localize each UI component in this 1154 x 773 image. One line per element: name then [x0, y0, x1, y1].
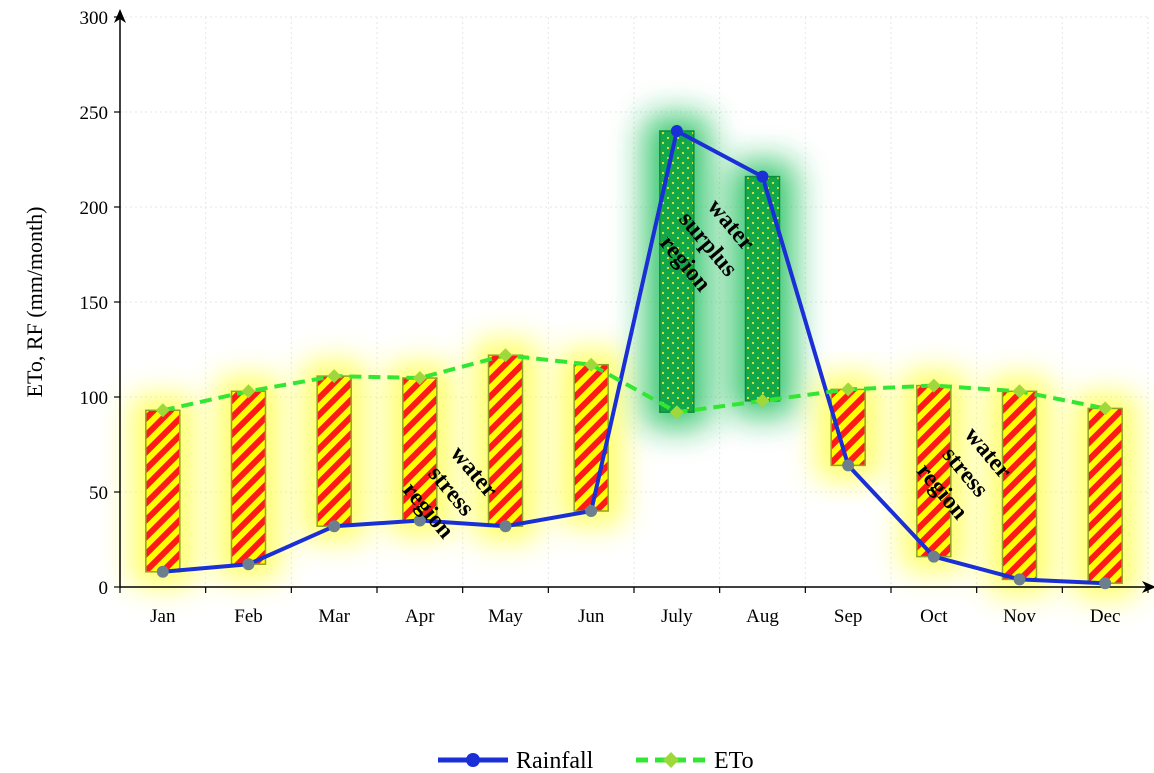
series-line-rainfall [162, 129, 1106, 586]
series-line-eto [162, 353, 1106, 415]
rainfall-point [413, 514, 426, 527]
x-tick-label-aug: Aug [746, 606, 779, 627]
x-tick-label-oct: Oct [920, 606, 948, 627]
series-lines [155, 125, 1113, 590]
x-tick-label-jan: Jan [150, 606, 176, 627]
rainfall-point [242, 558, 255, 571]
eto-point [241, 384, 256, 399]
diff-bar-apr [402, 377, 438, 522]
y-axis-title: ETo, RF (mm/month) [22, 207, 47, 398]
region-bars [145, 130, 1123, 584]
x-tick-label-sep: Sep [834, 606, 863, 627]
rainfall-point [585, 505, 598, 517]
legend: Rainfall ETo [438, 748, 754, 773]
rainfall-point [670, 125, 683, 137]
rainfall-point [1013, 573, 1026, 586]
legend-rainfall-marker [466, 753, 480, 767]
y-tick-label: 50 [89, 483, 108, 504]
eto-point [498, 348, 513, 363]
eto-point [841, 382, 856, 397]
x-tick-label-mar: Mar [318, 606, 350, 627]
y-tick-label: 250 [80, 103, 109, 124]
x-tick-label-dec: Dec [1090, 606, 1121, 627]
rainfall-point [756, 170, 769, 183]
rainfall-point [927, 550, 940, 563]
diff-bar-may [487, 354, 524, 527]
x-tick-label-apr: Apr [405, 606, 435, 627]
rainfall-point [1099, 577, 1112, 590]
y-tick-label: 150 [80, 293, 109, 314]
axes [114, 9, 1154, 593]
diff-bar-mar [316, 375, 352, 527]
legend-rainfall-label: Rainfall [516, 748, 594, 773]
eto-point [584, 357, 599, 372]
diff-bar-jun [573, 363, 609, 512]
x-tick-label-feb: Feb [234, 606, 263, 627]
eto-point [327, 369, 342, 384]
y-tick-label: 0 [99, 578, 109, 599]
rainfall-point [842, 459, 855, 472]
rainfall-point [328, 520, 341, 533]
diff-bar-jan [145, 409, 181, 573]
eto-point [669, 405, 684, 420]
rainfall-point [156, 565, 169, 578]
diff-bar-nov [1001, 390, 1038, 581]
eto-point [1098, 401, 1113, 416]
diff-bar-feb [230, 390, 267, 565]
gridlines [120, 16, 1149, 587]
x-tick-label-nov: Nov [1003, 606, 1036, 627]
x-tick-label-jun: Jun [578, 606, 605, 627]
diff-bar-dec [1087, 407, 1123, 584]
y-axis-arrow [114, 9, 126, 23]
eto-point [412, 371, 427, 385]
y-tick-label: 300 [80, 8, 109, 29]
x-tick-label-may: May [488, 606, 523, 627]
x-tick-label-july: July [661, 606, 693, 627]
legend-eto-marker [663, 752, 679, 768]
eto-point [155, 403, 170, 418]
tick-labels: 0 50 100 150 200 250 300 Jan Feb Mar Apr May Jun July… [80, 8, 1121, 627]
legend-eto-label: ETo [714, 748, 754, 773]
eto-point [926, 378, 941, 393]
eto-point [1012, 384, 1027, 399]
y-tick-label: 100 [80, 388, 109, 409]
eto-point [755, 393, 770, 408]
y-tick-label: 200 [80, 198, 109, 219]
rainfall-point [499, 520, 512, 533]
